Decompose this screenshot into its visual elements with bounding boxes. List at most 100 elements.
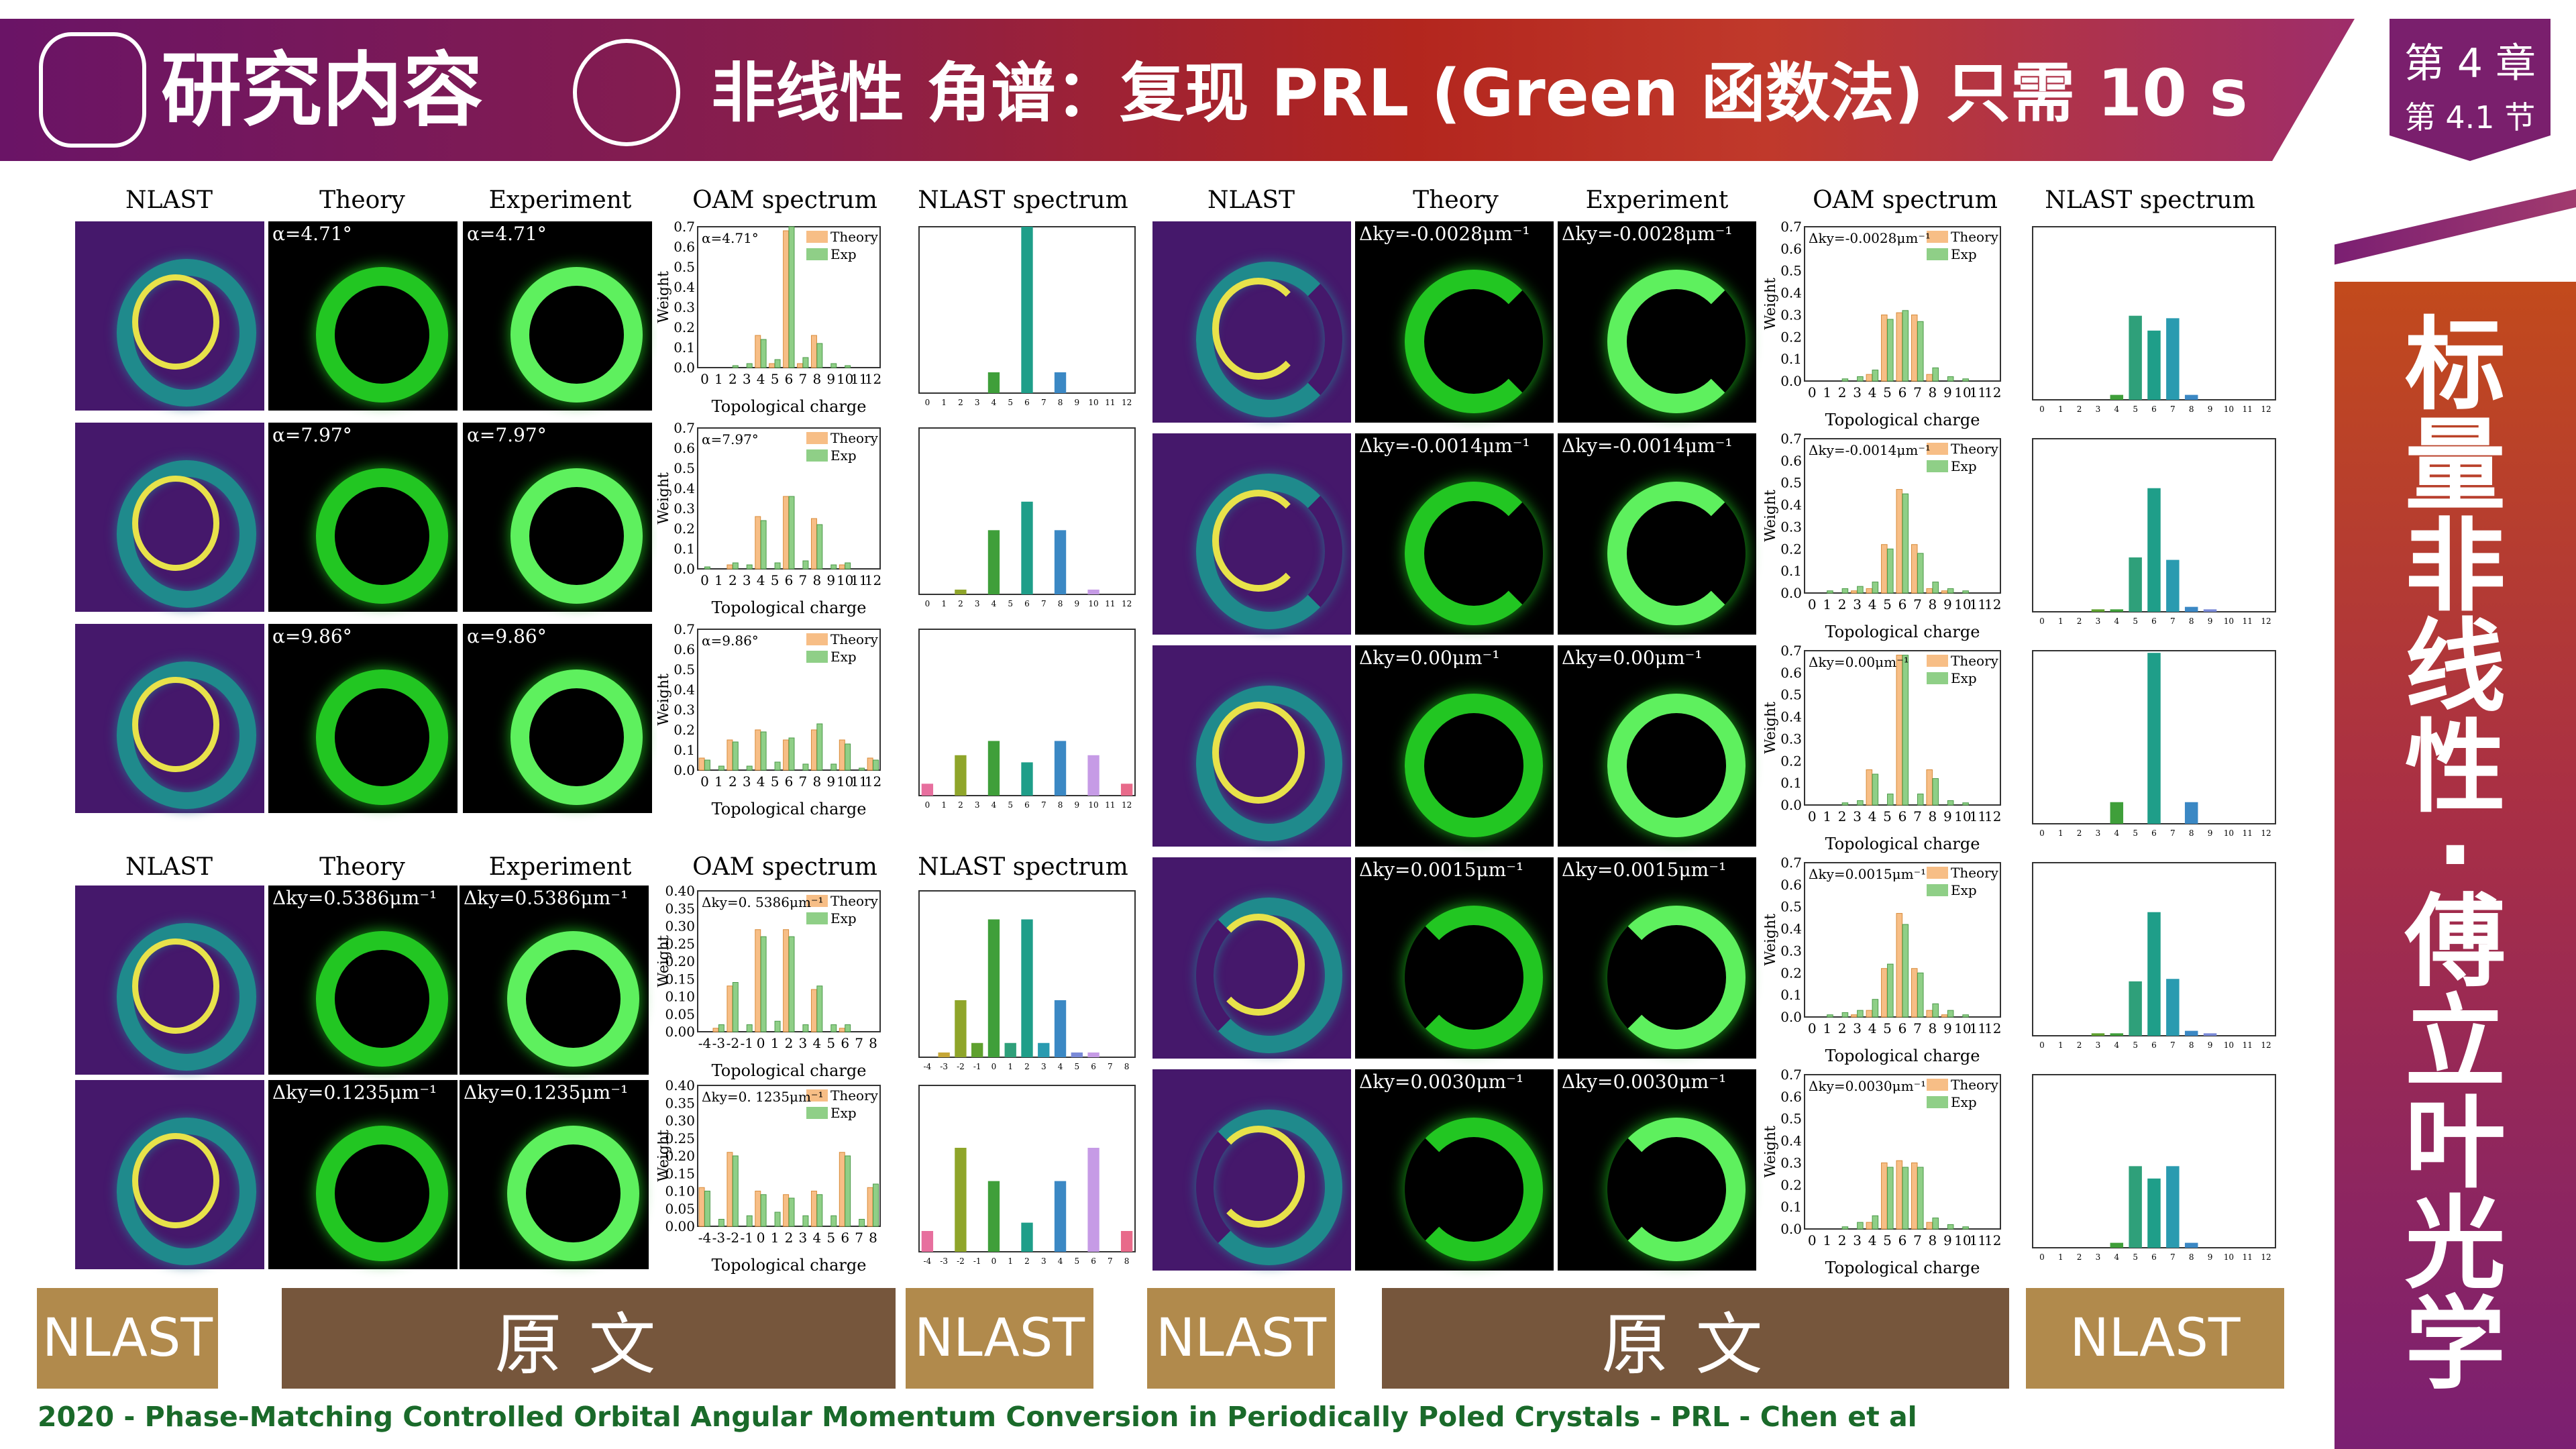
exp-bar (1932, 1218, 1939, 1230)
x-tick-label: 1 (2058, 616, 2063, 626)
theory-bar (1926, 1222, 1933, 1230)
theory-bar (1911, 544, 1918, 594)
x-tick-label: 12 (1984, 596, 2001, 612)
experiment-image: Δky=0.1235μm⁻¹ (460, 1080, 649, 1269)
x-tick-label: 8 (869, 1230, 877, 1246)
image-label: α=4.71° (272, 223, 352, 245)
x-tick-label: 5 (1883, 1232, 1892, 1248)
exp-bar (1841, 1226, 1849, 1230)
x-tick-label: -3 (712, 1035, 725, 1051)
exp-bar (1962, 590, 1969, 594)
x-tick-label: 2 (958, 800, 963, 810)
x-tick-label: 0 (1808, 808, 1817, 824)
vertical-title-char: 学 (2404, 1287, 2506, 1403)
x-tick-label: 9 (1074, 800, 1079, 810)
x-tick-label: 3 (2096, 616, 2101, 626)
y-tick-label: 0.2 (674, 521, 695, 537)
x-axis-title: Topological charge (1825, 411, 1980, 429)
column-header-nlast_spec: NLAST spectrum (918, 853, 1128, 881)
exp-bar (704, 759, 710, 771)
vertical-title-char: 性 (2404, 710, 2506, 826)
exp-bar (1917, 1167, 1924, 1230)
title-banner: 研究内容 非线性 角谱：复现 PRL (Green 函数法) 只需 10 s (0, 19, 2355, 161)
x-tick-label: 9 (2208, 616, 2213, 626)
nlast-image (75, 885, 264, 1075)
bar (2147, 488, 2161, 612)
chart-svg: -4 -3 -2 -1 0 1 2 3 4 5 6 7 8 (918, 1085, 1136, 1266)
bar (2184, 1030, 2198, 1036)
x-tick-label: 7 (1913, 1020, 1922, 1036)
beam-pattern (1405, 694, 1543, 837)
nlast-spectrum-chart: 0 1 2 3 4 5 6 7 8 9 10 11 12 (2019, 221, 2281, 423)
x-tick-label: -2 (957, 1256, 965, 1266)
theory-bar (1866, 374, 1873, 382)
x-tick-label: 7 (855, 1230, 863, 1246)
y-axis-title: Weight (657, 472, 672, 525)
nlast-image (75, 423, 264, 612)
y-tick-label: 0.3 (1780, 731, 1802, 747)
exp-bar (1962, 802, 1969, 806)
nlast-button[interactable]: NLAST (906, 1288, 1093, 1389)
legend-label: Exp (1951, 670, 1977, 686)
x-tick-label: 6 (1091, 1062, 1096, 1071)
original-text-button[interactable]: 原文 (1382, 1288, 2009, 1389)
exp-bar (746, 363, 753, 368)
x-tick-label: 8 (1929, 384, 1937, 400)
nlast-button[interactable]: NLAST (37, 1288, 218, 1389)
x-tick-label: 3 (2096, 1040, 2101, 1050)
y-tick-label: 0.25 (665, 1130, 695, 1146)
y-tick-label: 0.7 (674, 624, 695, 637)
exp-bar (760, 936, 767, 1032)
exp-bar (1827, 590, 1833, 594)
exp-bar (802, 1215, 809, 1227)
nlast-spectrum-chart: -4 -3 -2 -1 0 1 2 3 4 5 6 7 8 (906, 1080, 1140, 1275)
x-tick-label: -3 (940, 1062, 948, 1071)
beam-highlight (131, 1132, 220, 1229)
legend-swatch (1927, 443, 1948, 455)
oam-spectrum-chart: 0.0 0.1 0.2 0.3 0.4 0.5 0.6 0.7 Theory Exp Δky=0.0… (1762, 1067, 2006, 1277)
x-tick-label: 2 (2077, 616, 2082, 626)
beam-highlight (1212, 702, 1305, 804)
original-text-button[interactable]: 原文 (282, 1288, 896, 1389)
y-tick-label: 0.5 (1780, 1111, 1802, 1127)
x-tick-label: 12 (2261, 616, 2271, 626)
theory-bar (1881, 968, 1888, 1018)
theory-bar (810, 989, 817, 1032)
legend-swatch (806, 895, 828, 907)
theory-image: Δky=0.5386μm⁻¹ (268, 885, 458, 1075)
x-tick-label: 9 (2208, 1252, 2213, 1262)
legend-label: Exp (1951, 458, 1977, 474)
exp-bar (845, 365, 851, 368)
exp-bar (830, 1024, 837, 1032)
theory-bar (783, 739, 790, 771)
y-axis-title: Weight (1764, 1126, 1779, 1178)
column-header-experiment: Experiment (1585, 186, 1729, 214)
exp-bar (1902, 493, 1909, 594)
x-axis-title: Topological charge (712, 800, 867, 818)
x-tick-label: 10 (1954, 1232, 1971, 1248)
theory-bar (698, 1187, 705, 1227)
x-tick-label: 2 (958, 599, 963, 608)
exp-bar (788, 1197, 795, 1227)
bar (938, 1052, 950, 1057)
y-tick-label: 0.4 (1780, 285, 1802, 301)
x-tick-label: 3 (743, 572, 751, 588)
beam-pattern (510, 266, 643, 403)
x-axis-title: Topological charge (712, 397, 867, 416)
nlast-button[interactable]: NLAST (1147, 1288, 1335, 1389)
x-tick-label: 7 (1041, 599, 1046, 608)
column-header-nlast: NLAST (125, 186, 213, 214)
chapter-label: 第 4 章 (2404, 40, 2536, 87)
x-tick-label: 1 (941, 599, 947, 608)
bar (1021, 919, 1033, 1057)
nlast-button[interactable]: NLAST (2026, 1288, 2284, 1389)
x-tick-label: 5 (2133, 1252, 2138, 1262)
x-tick-label: 2 (785, 1035, 794, 1051)
x-tick-label: -1 (973, 1256, 981, 1266)
x-tick-label: 10 (1088, 599, 1098, 608)
x-tick-label: 6 (841, 1035, 849, 1051)
y-tick-label: 0.0 (1780, 585, 1802, 601)
x-tick-label: 8 (1058, 398, 1063, 407)
x-tick-label: 11 (1970, 596, 1986, 612)
x-tick-label: 11 (2243, 405, 2253, 414)
